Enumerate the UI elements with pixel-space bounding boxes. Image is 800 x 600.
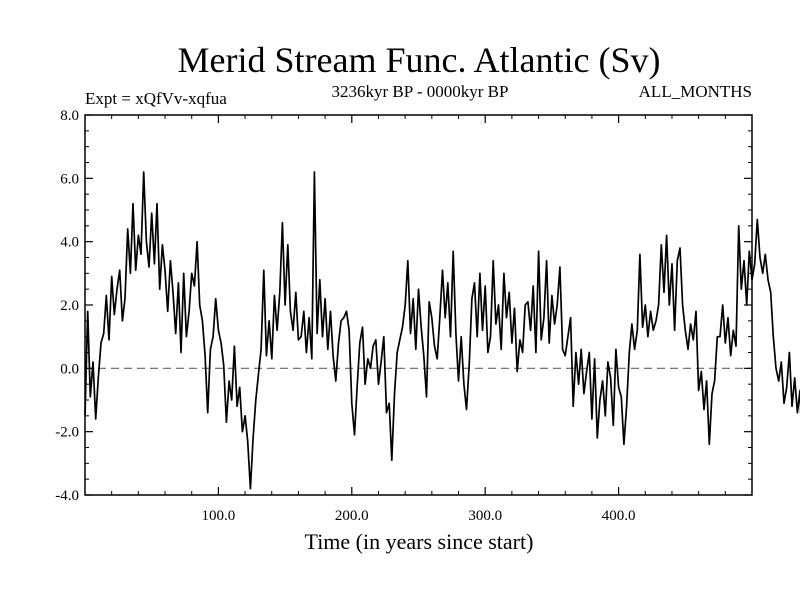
plot-frame <box>84 114 753 496</box>
x-axis-label: Time (in years since start) <box>305 529 534 554</box>
y-tick-label: 4.0 <box>60 235 79 251</box>
experiment-label: Expt = xQfVv-xqfua <box>85 89 227 108</box>
y-tick-label: -2.0 <box>55 425 79 441</box>
chart-title: Merid Stream Func. Atlantic (Sv) <box>178 40 661 80</box>
y-tick-label: 0.0 <box>60 361 79 377</box>
y-tick-label: -4.0 <box>55 488 79 504</box>
y-tick-label: 2.0 <box>60 298 79 314</box>
y-tick-label: 8.0 <box>60 108 79 124</box>
x-tick-label: 300.0 <box>468 508 502 524</box>
time-range-label: 3236kyr BP - 0000kyr BP <box>332 82 509 101</box>
y-tick-label: 6.0 <box>60 171 79 187</box>
x-tick-label: 200.0 <box>335 508 369 524</box>
x-tick-label: 100.0 <box>202 508 236 524</box>
months-label: ALL_MONTHS <box>639 82 752 101</box>
series-line <box>84 171 800 490</box>
x-tick-label: 400.0 <box>602 508 636 524</box>
